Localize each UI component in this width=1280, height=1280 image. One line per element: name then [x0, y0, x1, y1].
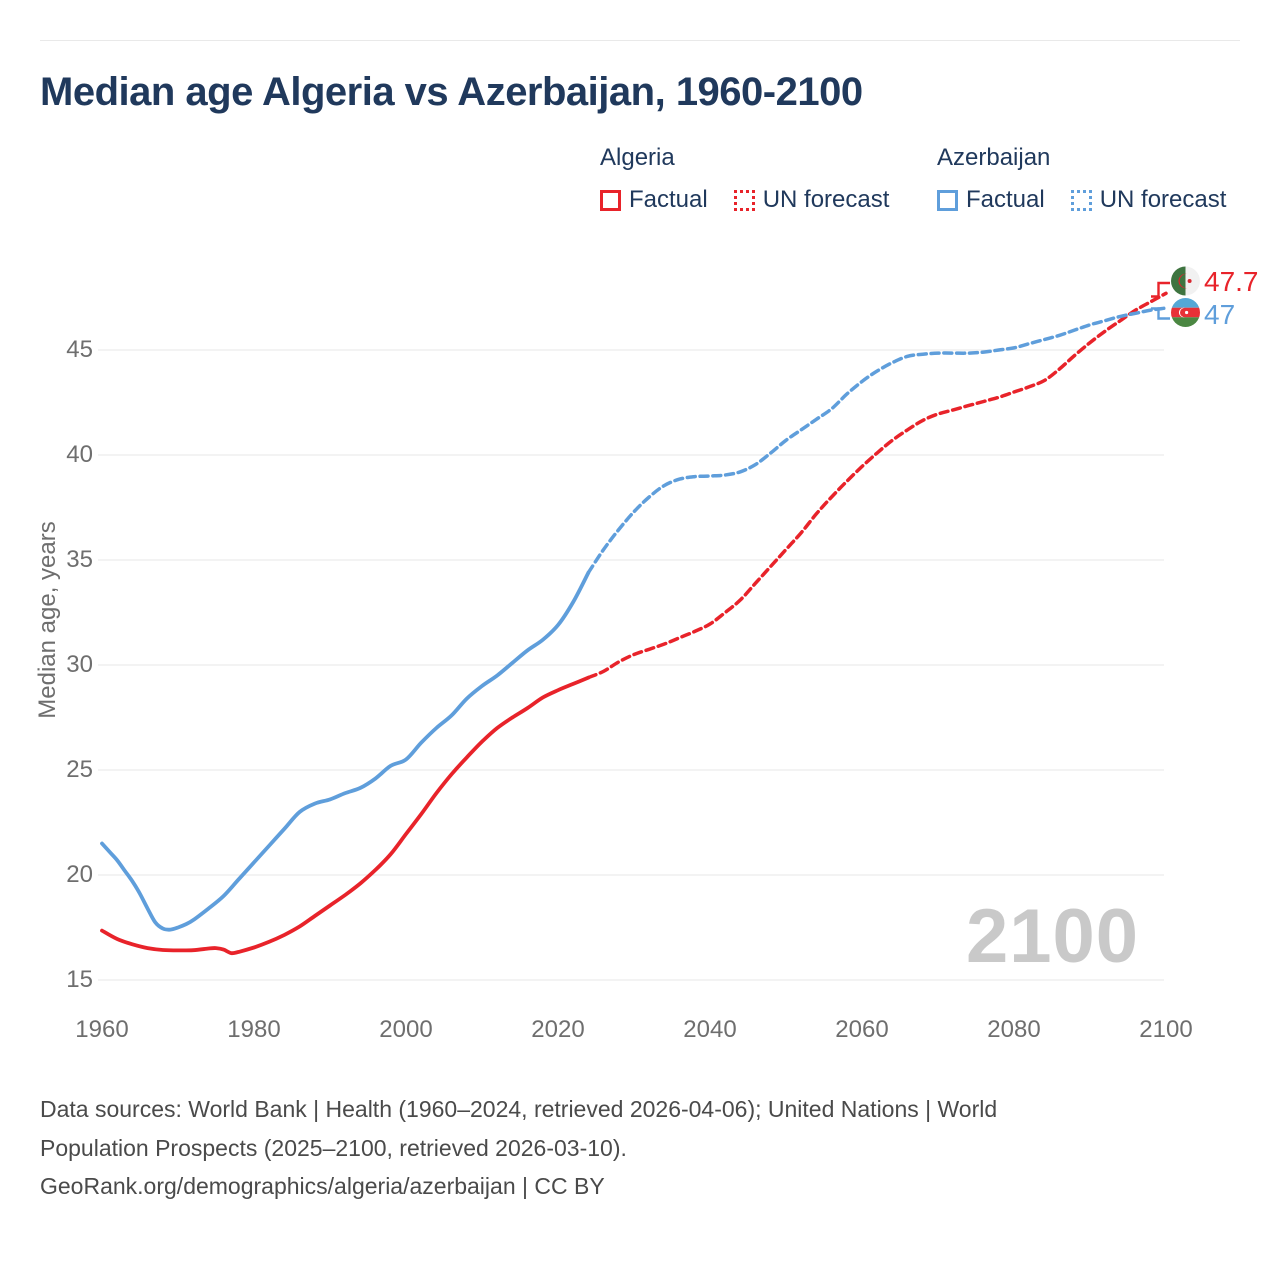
algeria-un-forecast-line	[586, 291, 1168, 680]
footer-sources-line-1: Data sources: World Bank | Health (1960–…	[40, 1096, 998, 1122]
y-tick-label-35: 35	[66, 546, 93, 573]
azerbaijan-forecast-swatch-icon	[1070, 189, 1092, 211]
footer-attribution: Data sources: World Bank | Health (1960–…	[40, 1090, 997, 1206]
y-tick-label-20: 20	[66, 861, 93, 888]
legend-item-label: UN forecast	[1099, 186, 1227, 213]
azerbaijan-label-connector	[1151, 307, 1170, 320]
top-divider	[40, 40, 1240, 41]
legend-item-azerbaijan-forecast[interactable]: UN forecast	[1070, 186, 1227, 214]
x-tick-label-2080: 2080	[987, 1016, 1041, 1043]
plot-area	[98, 266, 1200, 981]
x-tick-label-2040: 2040	[683, 1016, 737, 1043]
algeria-label-connector	[1151, 281, 1170, 298]
legend-item-azerbaijan-factual[interactable]: Factual	[937, 186, 1045, 214]
legend-group-algeria: Algeria Factual UN forecast	[600, 144, 889, 214]
x-tick-label-2100: 2100	[1139, 1016, 1193, 1043]
gridlines	[98, 349, 1164, 981]
azerbaijan-un-forecast-line	[586, 306, 1168, 575]
x-tick-label-2060: 2060	[835, 1016, 889, 1043]
azerbaijan-flag-icon	[1171, 298, 1200, 327]
y-tick-label-15: 15	[66, 966, 93, 993]
legend-group-title-algeria: Algeria	[600, 144, 675, 171]
y-tick-label-45: 45	[66, 336, 93, 363]
page-title: Median age Algeria vs Azerbaijan, 1960-2…	[40, 70, 863, 114]
legend-item-algeria-forecast[interactable]: UN forecast	[733, 186, 890, 214]
legend-group-title-azerbaijan: Azerbaijan	[937, 144, 1051, 171]
algeria-flag-icon	[1171, 266, 1200, 296]
watermark-year: 2100	[966, 894, 1140, 979]
x-tick-label-1980: 1980	[227, 1016, 281, 1043]
legend-item-label: Factual	[629, 186, 708, 213]
algeria-factual-line	[100, 675, 591, 956]
y-tick-label-40: 40	[66, 441, 93, 468]
algeria-forecast-swatch-icon	[733, 189, 755, 211]
y-tick-label-25: 25	[66, 756, 93, 783]
y-tick-label-30: 30	[66, 651, 93, 678]
footer-sources-line-2: Population Prospects (2025–2100, retriev…	[40, 1134, 627, 1161]
algeria-end-value: 47.7	[1204, 266, 1259, 297]
footer-credit-line: GeoRank.org/demographics/algeria/azerbai…	[40, 1173, 605, 1199]
legend-item-algeria-factual[interactable]: Factual	[600, 186, 708, 214]
algeria-factual-swatch-icon	[600, 189, 621, 211]
azerbaijan-factual-line	[100, 570, 591, 932]
label-connectors	[1151, 281, 1170, 320]
x-tick-label-2020: 2020	[531, 1016, 585, 1043]
legend-group-azerbaijan: Azerbaijan Factual UN forecast	[937, 144, 1226, 214]
x-tick-label-2000: 2000	[379, 1016, 433, 1043]
series-lines	[100, 291, 1168, 956]
azerbaijan-end-value: 47	[1204, 299, 1236, 330]
legend-item-label: Factual	[966, 186, 1045, 213]
azerbaijan-factual-swatch-icon	[937, 189, 958, 211]
legend-item-label: UN forecast	[762, 186, 890, 213]
x-tick-label-1960: 1960	[75, 1016, 129, 1043]
